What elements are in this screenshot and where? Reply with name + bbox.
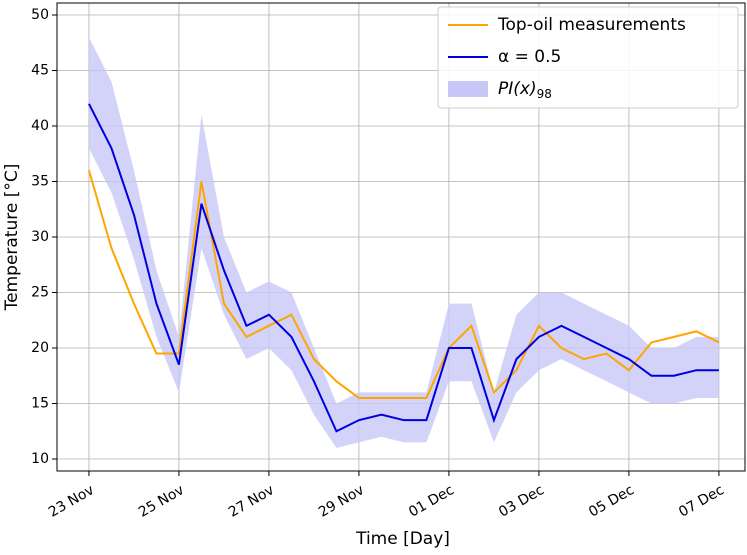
y-tick-label: 40	[31, 118, 49, 134]
prediction-band	[88, 37, 719, 448]
y-tick-label: 15	[31, 396, 49, 412]
legend: Top-oil measurements α = 0.5 PI(x)98	[437, 6, 739, 109]
x-tick-label: 25 Nov	[136, 482, 187, 521]
legend-swatch	[448, 81, 488, 97]
x-tick-label: 07 Dec	[676, 482, 727, 521]
x-tick-label: 03 Dec	[496, 482, 547, 521]
y-tick-label: 45	[31, 62, 49, 78]
legend-label: Top-oil measurements	[497, 15, 686, 35]
y-axis-label: Temperature [°C]	[2, 164, 22, 312]
y-tick-label: 35	[31, 173, 49, 189]
series-line	[88, 103, 719, 433]
x-tick-label: 23 Nov	[46, 482, 97, 521]
x-tick-label: 05 Dec	[586, 482, 637, 521]
legend-label-name: Top-oil measurements	[497, 15, 686, 35]
legend-label-name: α = 0.5	[498, 47, 561, 67]
y-tick-label: 30	[31, 229, 49, 245]
legend-label: PI(x)98	[498, 79, 552, 101]
legend-label-subscript: 98	[537, 87, 552, 101]
legend-label-name: PI(x)	[498, 79, 537, 99]
plot-frame	[56, 2, 746, 472]
x-axis-label: Time [Day]	[355, 529, 450, 549]
series-line	[87, 170, 720, 399]
y-tick-label: 25	[31, 285, 49, 301]
x-tick-label: 01 Dec	[406, 482, 457, 521]
y-tick-label: 50	[31, 7, 49, 23]
x-tick-label: 29 Nov	[316, 482, 367, 521]
legend-label: α = 0.5	[498, 47, 561, 67]
y-tick-label: 20	[31, 340, 49, 356]
legend-box	[437, 6, 739, 109]
y-tick-label: 10	[31, 451, 49, 467]
x-tick-label: 27 Nov	[226, 482, 277, 521]
